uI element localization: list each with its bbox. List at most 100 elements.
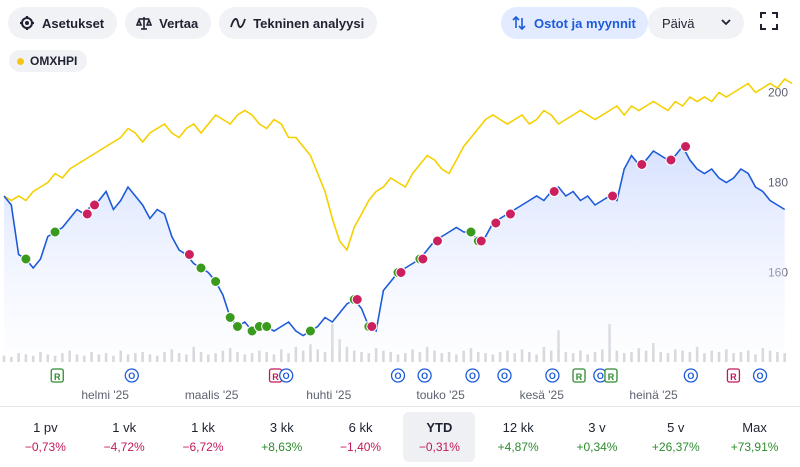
volume-bar: [389, 351, 393, 362]
volume-bar: [637, 348, 641, 362]
period-option[interactable]: 12 kk +4,87%: [482, 412, 554, 462]
sell-marker[interactable]: [81, 208, 93, 220]
volume-bar: [279, 349, 283, 362]
buy-marker[interactable]: [20, 253, 32, 265]
volume-bar: [768, 350, 772, 362]
compare-button[interactable]: Vertaa: [125, 7, 212, 39]
volume-bar: [754, 354, 757, 362]
sell-marker[interactable]: [475, 235, 487, 247]
sell-marker[interactable]: [395, 267, 407, 278]
trades-toggle-button[interactable]: Ostot ja myynnit: [501, 7, 648, 39]
volume-bar: [236, 351, 239, 362]
interval-select[interactable]: Päivä: [648, 7, 744, 39]
period-option[interactable]: Max +73,91%: [719, 412, 791, 462]
volume-bar: [491, 354, 495, 362]
volume-bar: [338, 339, 341, 362]
sell-marker[interactable]: [417, 253, 429, 265]
other-event-marker[interactable]: O: [124, 368, 139, 383]
buy-marker[interactable]: [49, 226, 61, 238]
period-change: +4,87%: [497, 440, 539, 454]
report-event-marker[interactable]: R: [604, 368, 618, 383]
comparison-line-omxhpi: [3, 77, 793, 252]
period-label: 12 kk: [502, 420, 534, 435]
report-event-marker[interactable]: R: [50, 368, 64, 383]
buy-marker[interactable]: [261, 321, 273, 332]
volume-bar: [462, 350, 465, 362]
volume-bar: [119, 350, 123, 362]
sell-marker[interactable]: [607, 190, 619, 202]
price-area-fill: [4, 146, 785, 350]
volume-bar: [673, 349, 677, 362]
volume-bar: [265, 351, 268, 362]
comparison-legend-chip[interactable]: OMXHPI: [9, 50, 88, 72]
volume-bar: [185, 354, 188, 362]
period-option[interactable]: 1 vk −4,72%: [88, 412, 160, 462]
sell-marker[interactable]: [680, 141, 692, 152]
other-event-marker[interactable]: O: [545, 368, 560, 383]
period-label: 3 v: [588, 420, 606, 435]
period-option[interactable]: 3 v +0,34%: [561, 412, 633, 462]
period-option[interactable]: YTD −0,31%: [403, 412, 476, 462]
period-change: −1,40%: [340, 440, 382, 454]
x-month-label: heinä '25: [629, 388, 678, 402]
volume-bar: [287, 353, 290, 362]
volume-bar: [192, 346, 196, 362]
period-option[interactable]: 5 v +26,37%: [640, 412, 712, 462]
volume-bar: [382, 350, 385, 362]
buy-marker[interactable]: [210, 276, 222, 287]
report-event-marker[interactable]: R: [726, 368, 741, 383]
volume-bar: [163, 351, 166, 362]
sell-marker[interactable]: [490, 217, 502, 229]
volume-bar: [783, 353, 787, 362]
period-option[interactable]: 3 kk +8,63%: [246, 412, 318, 462]
other-event-marker[interactable]: O: [279, 368, 294, 383]
volume-bar: [82, 355, 86, 362]
sell-marker[interactable]: [548, 186, 560, 197]
other-event-marker[interactable]: O: [465, 368, 480, 383]
volume-bar: [396, 354, 400, 362]
report-event-marker[interactable]: R: [572, 368, 586, 383]
svg-text:O: O: [469, 371, 476, 381]
sell-marker[interactable]: [504, 208, 516, 220]
sell-marker[interactable]: [636, 159, 648, 170]
expand-icon: [760, 11, 778, 35]
sell-marker[interactable]: [431, 235, 443, 247]
volume-bar: [403, 353, 407, 362]
period-change: −0,31%: [418, 440, 460, 454]
other-event-marker[interactable]: O: [683, 368, 698, 383]
volume-bar: [476, 351, 480, 362]
volume-bar: [112, 355, 115, 362]
other-event-marker[interactable]: O: [390, 368, 406, 383]
other-event-marker[interactable]: O: [417, 368, 432, 383]
volume-bar: [732, 353, 735, 362]
sell-marker[interactable]: [665, 154, 677, 166]
period-option[interactable]: 1 pv −0,73%: [9, 412, 81, 462]
report-event-marker[interactable]: R: [268, 368, 283, 383]
other-event-marker[interactable]: O: [752, 368, 768, 383]
legend-label: OMXHPI: [30, 54, 78, 68]
volume-bar: [17, 353, 20, 362]
buy-marker[interactable]: [195, 262, 207, 274]
buy-marker[interactable]: [304, 325, 316, 337]
volume-bar: [688, 351, 692, 362]
buy-marker[interactable]: [231, 321, 243, 332]
buy-marker[interactable]: [465, 226, 477, 238]
period-label: 6 kk: [348, 420, 373, 435]
sell-marker[interactable]: [183, 249, 195, 260]
period-label: YTD: [426, 420, 453, 435]
period-option[interactable]: 1 kk −6,72%: [167, 412, 239, 462]
sell-marker[interactable]: [366, 321, 378, 332]
sell-marker[interactable]: [351, 294, 363, 305]
toolbar: Asetukset Vertaa Tekninen analyysi: [8, 7, 378, 39]
settings-button[interactable]: Asetukset: [8, 7, 118, 39]
technical-analysis-button[interactable]: Tekninen analyysi: [219, 7, 378, 39]
other-event-marker[interactable]: O: [497, 368, 512, 383]
volume-bar: [411, 349, 414, 362]
volume-bar: [418, 351, 422, 362]
sell-marker[interactable]: [89, 199, 101, 211]
fullscreen-button[interactable]: [756, 9, 782, 37]
period-option[interactable]: 6 kk −1,40%: [325, 412, 397, 462]
x-month-label: kesä '25: [520, 388, 565, 402]
buy-marker[interactable]: [224, 312, 236, 323]
